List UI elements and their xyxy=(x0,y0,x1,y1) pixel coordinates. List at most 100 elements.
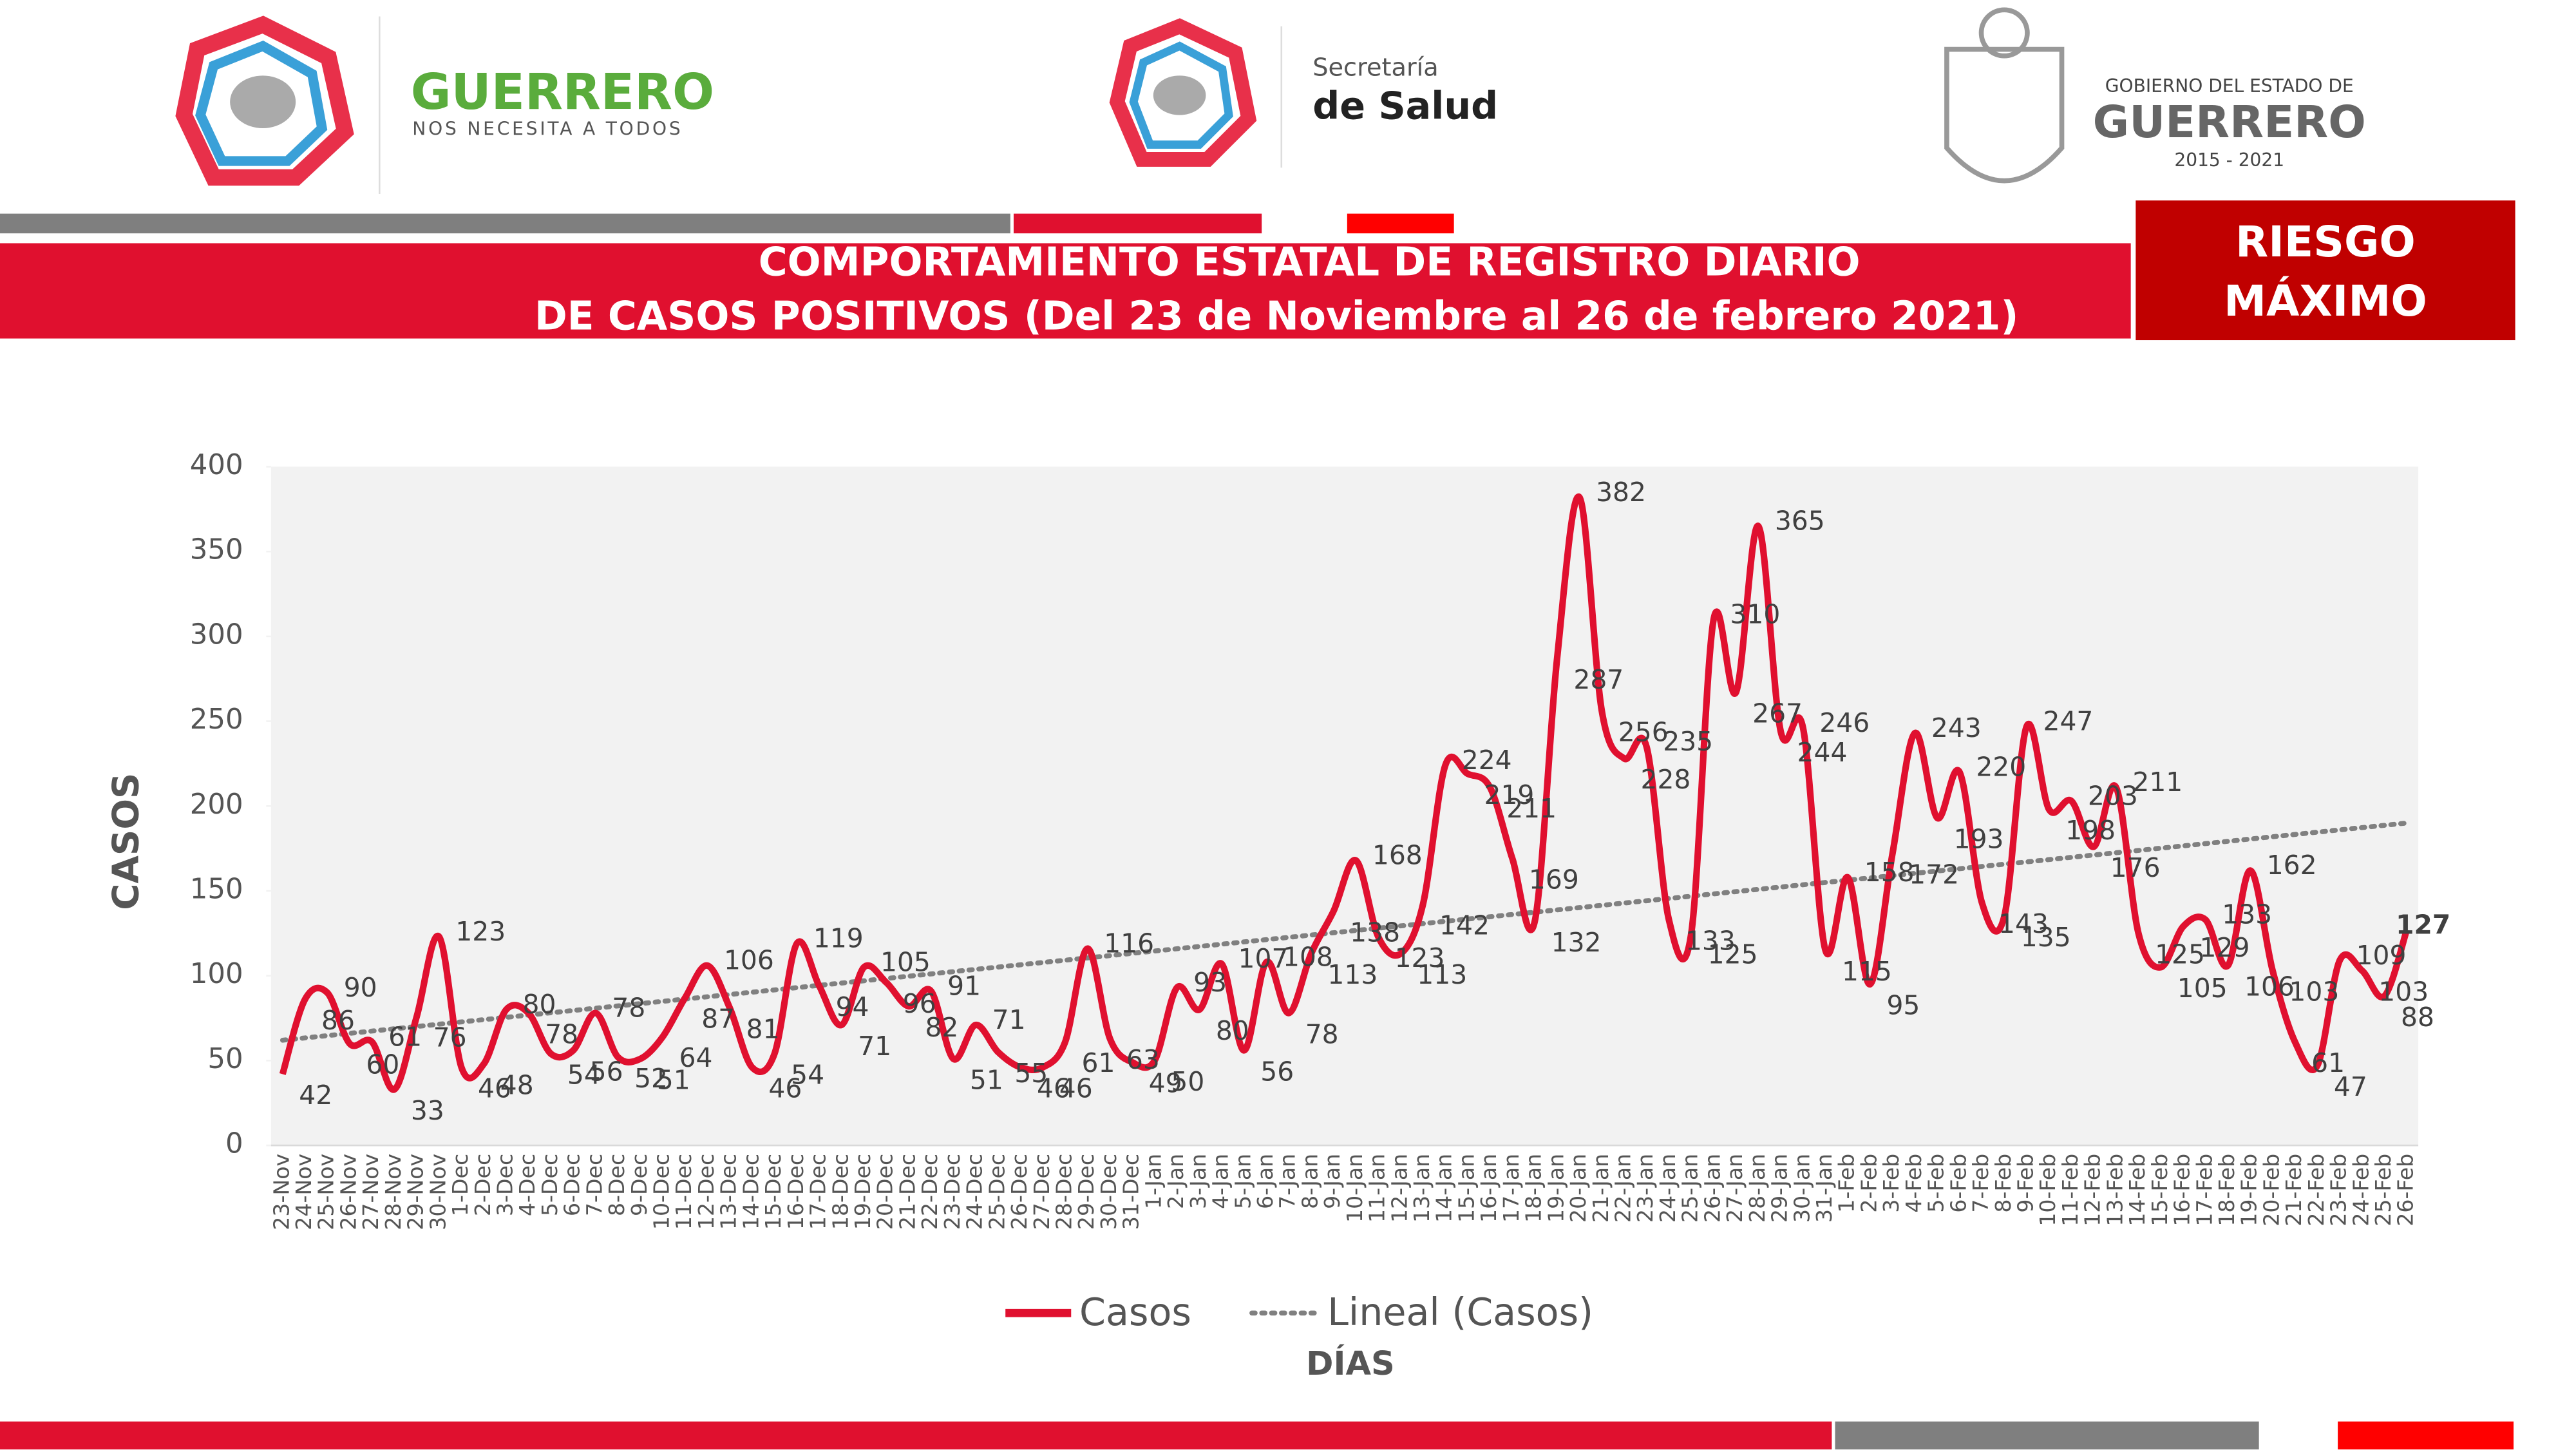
x-tick-label: 17-Dec xyxy=(806,1154,831,1230)
x-tick-label: 7-Feb xyxy=(1968,1154,1993,1213)
x-tick-label: 11-Feb xyxy=(2058,1154,2083,1227)
x-tick-label: 3-Jan xyxy=(1186,1154,1211,1209)
data-label: 382 xyxy=(1596,477,1646,508)
x-tick-label: 14-Dec xyxy=(738,1154,763,1230)
data-label: 220 xyxy=(1976,751,2026,782)
logo-line: de Salud xyxy=(1312,84,1498,128)
x-tick-label: 28-Dec xyxy=(1052,1154,1077,1230)
logo-line: Secretaría xyxy=(1312,53,1438,82)
x-tick-label: 1-Feb xyxy=(1834,1154,1859,1213)
data-label: 244 xyxy=(1797,737,1848,768)
data-label: 94 xyxy=(836,991,869,1022)
x-tick-label: 26-Jan xyxy=(1700,1154,1725,1223)
x-tick-label: 18-Jan xyxy=(1521,1154,1546,1223)
data-label: 219 xyxy=(1484,779,1534,810)
x-tick-label: 23-Dec xyxy=(940,1154,965,1230)
data-label: 54 xyxy=(791,1060,824,1091)
data-label: 82 xyxy=(925,1012,958,1043)
x-axis-title: DÍAS xyxy=(1306,1344,1395,1383)
data-label: 55 xyxy=(1014,1058,1048,1089)
data-label: 95 xyxy=(1886,990,1920,1021)
x-tick-label: 18-Feb xyxy=(2214,1154,2239,1227)
data-label: 109 xyxy=(2356,940,2407,971)
header-right-logo: GOBIERNO DEL ESTADO DE GUERRERO 2015 - 2… xyxy=(1944,7,2366,184)
x-tick-label: 9-Feb xyxy=(2012,1154,2038,1213)
data-label: 211 xyxy=(2132,767,2183,798)
data-label: 123 xyxy=(455,916,506,947)
data-label: 228 xyxy=(1641,764,1691,795)
x-tick-label: 14-Feb xyxy=(2125,1154,2150,1227)
x-tick-label: 4-Jan xyxy=(1208,1154,1233,1209)
logo-line: GOBIERNO DEL ESTADO DE xyxy=(2105,75,2354,97)
data-label: 310 xyxy=(1730,598,1780,629)
data-label: 46 xyxy=(768,1073,802,1104)
data-label: 47 xyxy=(2334,1071,2367,1102)
data-label: 127 xyxy=(2396,909,2450,940)
x-tick-label: 14-Jan xyxy=(1432,1154,1457,1223)
logo-subtitle: NOS NECESITA A TODOS xyxy=(412,119,683,140)
data-label: 142 xyxy=(1439,910,1490,941)
x-tick-label: 8-Dec xyxy=(604,1154,629,1216)
header-left-logo: GUERRERO NOS NECESITA A TODOS xyxy=(175,15,714,195)
x-tick-label: 26-Nov xyxy=(336,1154,361,1230)
data-label: 54 xyxy=(567,1060,601,1091)
x-tick-label: 22-Dec xyxy=(917,1154,942,1230)
x-tick-label: 13-Feb xyxy=(2102,1154,2127,1227)
x-tick-label: 6-Jan xyxy=(1253,1154,1278,1209)
data-label: 49 xyxy=(1149,1068,1182,1099)
data-label: 133 xyxy=(2222,899,2272,930)
x-tick-label: 4-Feb xyxy=(1901,1154,1926,1213)
x-tick-label: 24-Feb xyxy=(2348,1154,2373,1227)
data-label: 63 xyxy=(1126,1044,1160,1075)
data-label: 81 xyxy=(746,1013,780,1044)
data-label: 143 xyxy=(1998,908,2049,939)
x-tick-label: 1-Jan xyxy=(1141,1154,1166,1209)
risk: RIESGO MÁXIMO xyxy=(2224,218,2427,327)
y-tick-label: 200 xyxy=(190,788,243,821)
x-tick-label: 12-Feb xyxy=(2080,1154,2105,1227)
deco-bar xyxy=(1347,213,1454,234)
x-tick-label: 7-Jan xyxy=(1275,1154,1300,1209)
x-tick-label: 19-Jan xyxy=(1543,1154,1568,1223)
x-tick-label: 2-Jan xyxy=(1163,1154,1188,1209)
y-tick-label: 100 xyxy=(190,958,243,990)
x-tick-label: 10-Jan xyxy=(1342,1154,1367,1223)
data-label: 172 xyxy=(1909,859,1959,890)
x-tick-label: 20-Dec xyxy=(873,1154,898,1230)
data-label: 48 xyxy=(500,1069,534,1100)
x-tick-label: 4-Dec xyxy=(515,1154,540,1216)
title: DE CASOS POSITIVOS (Del 23 de Noviembre … xyxy=(535,293,2018,339)
data-label: 113 xyxy=(1417,959,1467,990)
data-label: 162 xyxy=(2267,850,2317,881)
data-label: 203 xyxy=(2088,780,2138,811)
deco-bar xyxy=(0,213,1010,234)
y-tick-label: 250 xyxy=(190,703,243,736)
x-tick-label: 29-Dec xyxy=(1074,1154,1099,1230)
x-tick-label: 1-Dec xyxy=(448,1154,473,1216)
data-label: 129 xyxy=(2200,932,2250,963)
x-tick-label: 2-Feb xyxy=(1856,1154,1881,1213)
legend-label: Casos xyxy=(1079,1290,1191,1334)
x-tick-label: 16-Jan xyxy=(1476,1154,1501,1223)
x-tick-label: 11-Jan xyxy=(1365,1154,1390,1223)
data-label: 61 xyxy=(1082,1047,1115,1078)
x-tick-label: 17-Jan xyxy=(1499,1154,1524,1223)
data-label: 106 xyxy=(724,945,774,976)
x-tick-label: 6-Feb xyxy=(1946,1154,1971,1213)
data-label: 93 xyxy=(1193,967,1227,998)
data-label: 235 xyxy=(1663,726,1713,757)
data-label: 246 xyxy=(1819,707,1870,738)
data-label: 78 xyxy=(612,993,645,1024)
deco-bar xyxy=(1835,1421,2259,1449)
x-tick-label: 26-Dec xyxy=(1007,1154,1032,1230)
data-label: 193 xyxy=(1954,823,2004,854)
y-tick-label: 350 xyxy=(190,534,243,566)
x-tick-label: 9-Jan xyxy=(1320,1154,1345,1209)
x-tick-label: 27-Dec xyxy=(1029,1154,1054,1230)
title: COMPORTAMIENTO ESTATAL DE REGISTRO DIARI… xyxy=(759,239,1861,285)
x-tick-label: 13-Dec xyxy=(716,1154,741,1230)
data-label: 103 xyxy=(2289,976,2339,1007)
x-tick-label: 13-Jan xyxy=(1409,1154,1434,1223)
data-label: 119 xyxy=(813,923,864,954)
data-label: 50 xyxy=(1171,1066,1204,1097)
